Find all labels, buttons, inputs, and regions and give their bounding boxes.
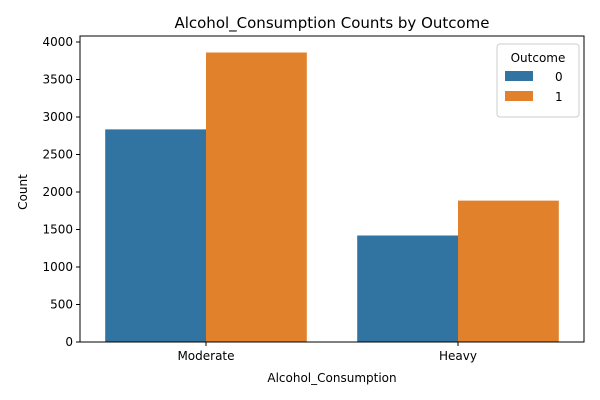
plot-frame [79, 35, 585, 343]
bar-moderate-outcome-1 [206, 52, 307, 342]
y-tick-label: 3500 [42, 73, 73, 87]
y-tick-label: 2500 [42, 148, 73, 162]
plot-area: 0 500 1000 1500 2000 2500 3000 3500 4000 Moderate… [42, 35, 585, 363]
y-tick-label: 0 [65, 335, 73, 349]
legend: Outcome 0 1 [496, 43, 580, 118]
y-tick-label: 3000 [42, 110, 73, 124]
bar-moderate-outcome-0 [105, 129, 206, 342]
legend-label-1: 1 [555, 90, 563, 104]
y-tick-label: 4000 [42, 35, 73, 49]
legend-swatch-0 [505, 71, 533, 81]
bar-heavy-outcome-0 [357, 235, 458, 342]
y-axis-label: Count [16, 174, 30, 210]
y-tick-label: 1000 [42, 260, 73, 274]
legend-title: Outcome [511, 51, 566, 65]
y-tick-label: 2000 [42, 185, 73, 199]
legend-swatch-1 [505, 91, 533, 101]
x-tick-label: Moderate [177, 349, 234, 363]
bar-heavy-outcome-1 [458, 200, 559, 342]
y-tick-label: 1500 [42, 223, 73, 237]
legend-label-0: 0 [555, 70, 563, 84]
y-tick-label: 500 [50, 298, 73, 312]
chart-title: Alcohol_Consumption Counts by Outcome [174, 14, 489, 33]
x-tick-label: Heavy [439, 349, 477, 363]
x-axis-label: Alcohol_Consumption [267, 371, 396, 385]
